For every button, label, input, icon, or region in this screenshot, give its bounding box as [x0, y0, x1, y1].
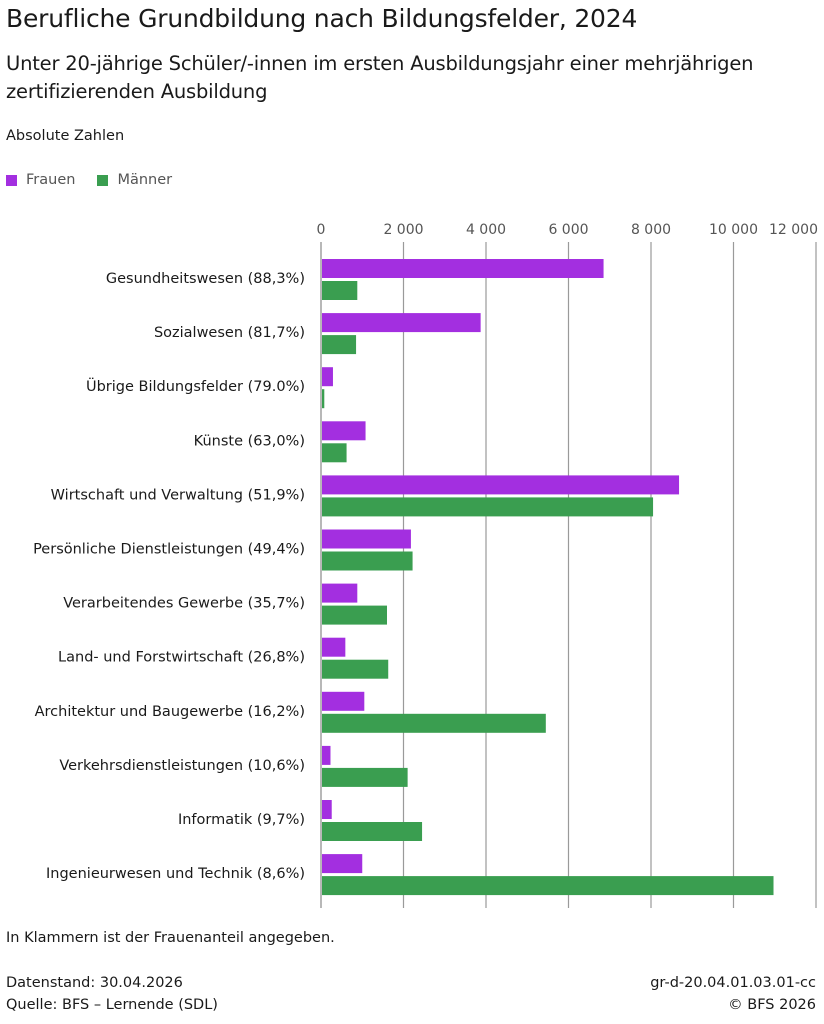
category-label: Ingenieurwesen und Technik (8,6%) [46, 866, 305, 882]
bar-maenner [322, 659, 389, 679]
legend-swatch-frauen [6, 174, 17, 186]
category-label: Übrige Bildungsfelder (79.0%) [86, 377, 305, 395]
bar-frauen [322, 259, 604, 278]
legend-swatch-maenner [97, 174, 109, 186]
bar-frauen [322, 583, 358, 603]
bar-frauen [322, 637, 346, 657]
category-label: Verkehrsdienstleistungen (10,6%) [59, 758, 305, 774]
footer-right: gr-d-20.04.01.03.01-cc © BFS 2026 [650, 972, 816, 1016]
x-tick-label: 8 000 [631, 222, 671, 238]
category-label: Land- und Forstwirtschaft (26,8%) [58, 650, 305, 666]
data-source: Quelle: BFS – Lernende (SDL) [6, 997, 218, 1013]
bar-maenner [322, 389, 325, 409]
category-label: Sozialwesen (81,7%) [154, 325, 305, 341]
bar-maenner [322, 443, 347, 463]
bar-frauen [322, 367, 333, 387]
bar-frauen [322, 421, 366, 441]
bar-maenner [322, 876, 774, 896]
legend-item-maenner[interactable]: Männer [97, 172, 172, 188]
legend: Frauen Männer [6, 172, 194, 188]
chart-subtitle: Unter 20-jährige Schüler/-innen im erste… [6, 52, 754, 103]
category-label: Persönliche Dienstleistungen (49,4%) [33, 542, 305, 558]
bar-maenner [322, 281, 358, 300]
legend-label-maenner: Männer [117, 172, 173, 188]
data-date: Datenstand: 30.04.2026 [6, 975, 183, 991]
unit-label: Absolute Zahlen [6, 128, 125, 144]
bar-frauen [322, 745, 331, 765]
bar-maenner [322, 767, 408, 787]
legend-item-frauen[interactable]: Frauen [6, 172, 75, 188]
x-tick-label: 2 000 [383, 222, 423, 238]
x-tick-label: 6 000 [548, 222, 588, 238]
x-tick-label: 0 [317, 222, 326, 238]
bar-frauen [322, 691, 365, 711]
category-label: Informatik (9,7%) [178, 812, 305, 828]
category-label: Gesundheitswesen (88,3%) [106, 271, 305, 287]
bar-frauen [322, 854, 363, 874]
legend-label-frauen: Frauen [26, 172, 76, 188]
x-tick-label: 4 000 [466, 222, 506, 238]
bar-frauen [322, 529, 411, 549]
bar-maenner [322, 605, 387, 625]
category-label: Wirtschaft und Verwaltung (51,9%) [51, 487, 305, 503]
x-tick-label: 12 000 [769, 222, 818, 238]
bar-maenner [322, 713, 546, 733]
category-label: Künste (63,0%) [194, 433, 305, 449]
chart-title: Berufliche Grundbildung nach Bildungsfel… [6, 4, 638, 33]
category-label: Architektur und Baugewerbe (16,2%) [35, 704, 305, 720]
bar-maenner [322, 822, 423, 841]
bar-chart: 0 2 000 4 000 6 000 8 000 10 000 12 000 Gesundh… [33, 222, 818, 908]
x-tick-label: 10 000 [709, 222, 758, 238]
bar-frauen [322, 475, 680, 495]
category-label: Verarbeitendes Gewerbe (35,7%) [63, 596, 305, 612]
bar-frauen [322, 800, 332, 819]
copyright: © BFS 2026 [728, 997, 816, 1013]
bar-maenner [322, 497, 654, 517]
footer-left: Datenstand: 30.04.2026 Quelle: BFS – Ler… [6, 972, 218, 1016]
bar-maenner [322, 335, 357, 355]
bar-maenner [322, 551, 413, 571]
footnote: In Klammern ist der Frauenanteil angegeb… [6, 930, 335, 946]
chart-code: gr-d-20.04.01.03.01-cc [650, 975, 816, 991]
bar-frauen [322, 313, 481, 333]
